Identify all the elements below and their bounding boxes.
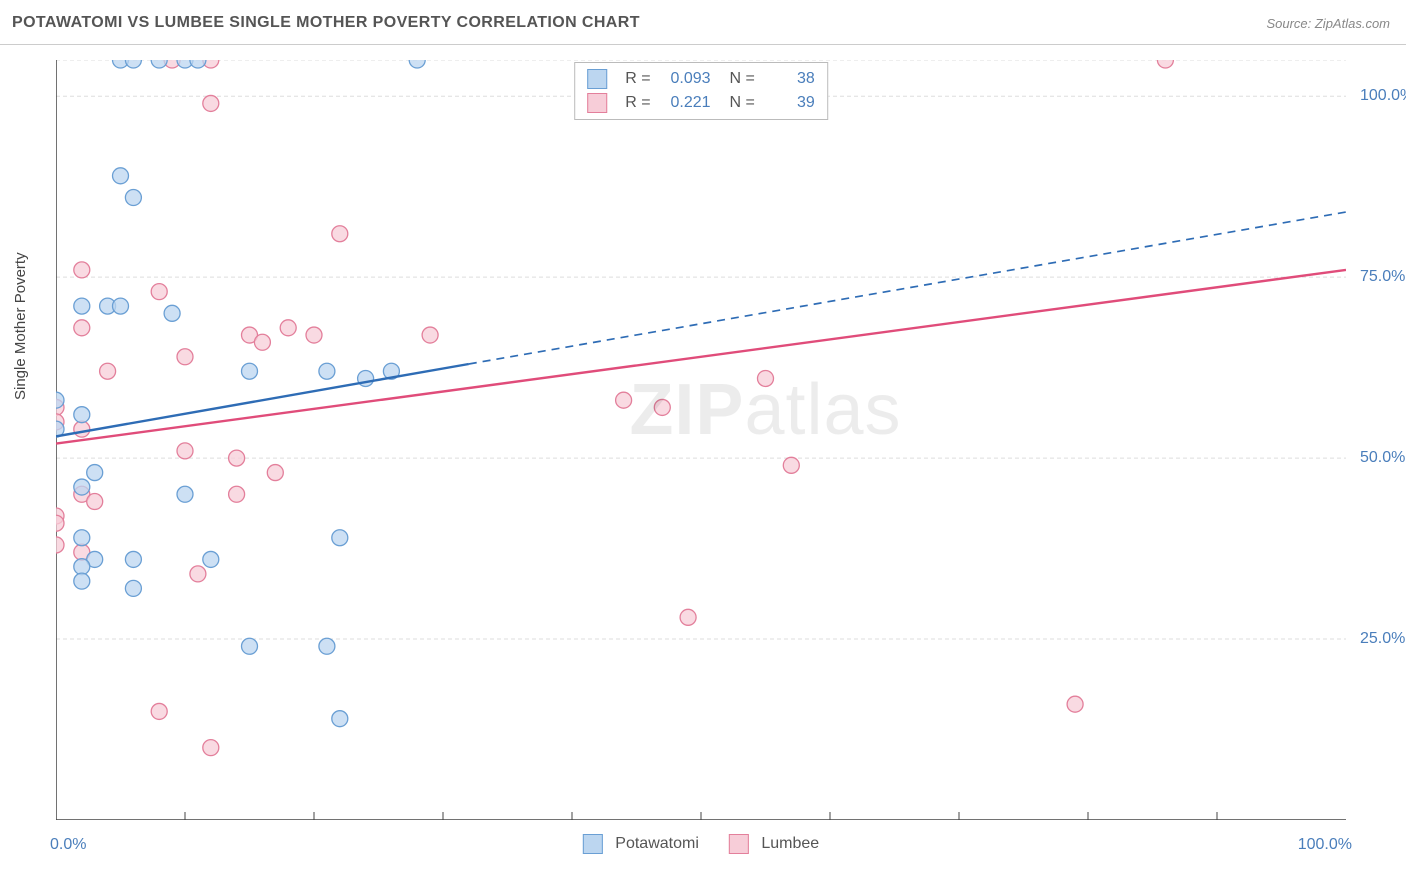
legend-item-1: Lumbee [729, 834, 819, 854]
square-icon [583, 834, 603, 854]
stats-n-label-1: N = [721, 91, 755, 115]
stats-n-val-0: 38 [765, 67, 815, 91]
square-icon [587, 93, 607, 113]
stats-legend-box: R = 0.093 N = 38 R = 0.221 N = 39 [574, 62, 828, 120]
source-label: Source: ZipAtlas.com [1266, 16, 1390, 31]
square-icon [587, 69, 607, 89]
y-tick-label: 25.0% [1350, 630, 1405, 648]
stats-n-label-0: N = [721, 67, 755, 91]
legend-item-0: Potawatomi [583, 834, 699, 854]
y-axis-label: Single Mother Poverty [12, 252, 29, 400]
stats-r-val-1: 0.221 [661, 91, 711, 115]
x-tick-label: 100.0% [1298, 836, 1352, 854]
legend-label-1: Lumbee [761, 835, 819, 852]
chart-title: POTAWATOMI VS LUMBEE SINGLE MOTHER POVER… [12, 14, 640, 32]
y-tick-label: 50.0% [1350, 449, 1405, 467]
legend-label-0: Potawatomi [615, 835, 699, 852]
stats-row-1: R = 0.221 N = 39 [587, 91, 815, 115]
stats-n-val-1: 39 [765, 91, 815, 115]
chart-header: POTAWATOMI VS LUMBEE SINGLE MOTHER POVER… [0, 0, 1406, 45]
bottom-legend: Potawatomi Lumbee [583, 834, 819, 854]
stats-row-0: R = 0.093 N = 38 [587, 67, 815, 91]
square-icon [729, 834, 749, 854]
y-tick-label: 75.0% [1350, 268, 1405, 286]
plot-svg [56, 60, 1346, 820]
stats-r-label-1: R = [625, 91, 650, 115]
stats-r-val-0: 0.093 [661, 67, 711, 91]
x-tick-label: 0.0% [50, 836, 86, 854]
scatter-plot: ZIPatlas R = 0.093 N = 38 R = 0.221 N = … [56, 60, 1346, 820]
stats-r-label-0: R = [625, 67, 650, 91]
y-tick-label: 100.0% [1350, 87, 1406, 105]
